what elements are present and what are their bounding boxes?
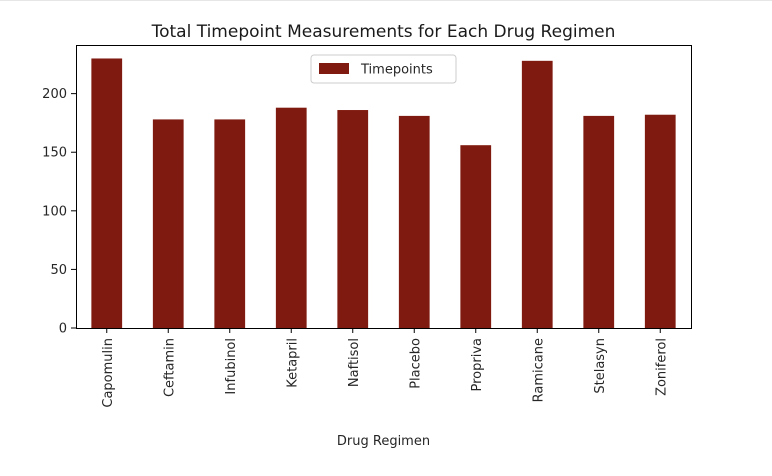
legend-swatch	[319, 63, 349, 74]
plot-frame	[76, 45, 692, 329]
bar-zoniferol	[644, 114, 676, 328]
bar-placebo	[398, 115, 430, 328]
y-axis: 0 50 100 150 200	[42, 87, 76, 337]
bar-stelasyn	[583, 115, 615, 328]
bar-naftisol	[337, 110, 369, 329]
bars-layer	[91, 58, 676, 329]
x-tick-label: Ceftamin	[162, 338, 177, 397]
legend-label: Timepoints	[360, 63, 433, 78]
chart-title: Total Timepoint Measurements for Each Dr…	[151, 22, 616, 42]
y-tick-label: 50	[50, 263, 67, 278]
x-tick-label: Ramicane	[531, 338, 546, 402]
bar-ceftamin	[152, 119, 184, 328]
top-divider	[0, 0, 772, 1]
bar-ramicane	[521, 60, 553, 328]
y-tick-label: 150	[42, 146, 67, 161]
legend-box	[310, 54, 457, 84]
x-tick-label: Propriva	[470, 338, 485, 392]
bar-propriva	[460, 145, 492, 328]
legend: Timepoints	[310, 54, 457, 84]
x-axis-label: Drug Regimen	[337, 434, 430, 449]
bar-ketapril	[275, 107, 307, 329]
x-tick-label: Naftisol	[347, 338, 362, 387]
bar-capomulin	[91, 58, 123, 328]
x-axis: Capomulin Ceftamin Infubinol Ketapril Naftis…	[101, 328, 669, 408]
x-tick-label: Stelasyn	[593, 338, 608, 394]
x-tick-label: Infubinol	[224, 338, 239, 395]
x-tick-label: Ketapril	[285, 338, 300, 388]
x-tick-label: Placebo	[408, 338, 423, 389]
x-tick-label: Capomulin	[101, 338, 116, 408]
x-tick-label: Zoniferol	[654, 338, 669, 396]
y-tick-label: 100	[42, 204, 67, 219]
y-tick-label: 200	[42, 87, 67, 102]
y-tick-label: 0	[59, 322, 67, 337]
bar-infubinol	[214, 119, 246, 328]
